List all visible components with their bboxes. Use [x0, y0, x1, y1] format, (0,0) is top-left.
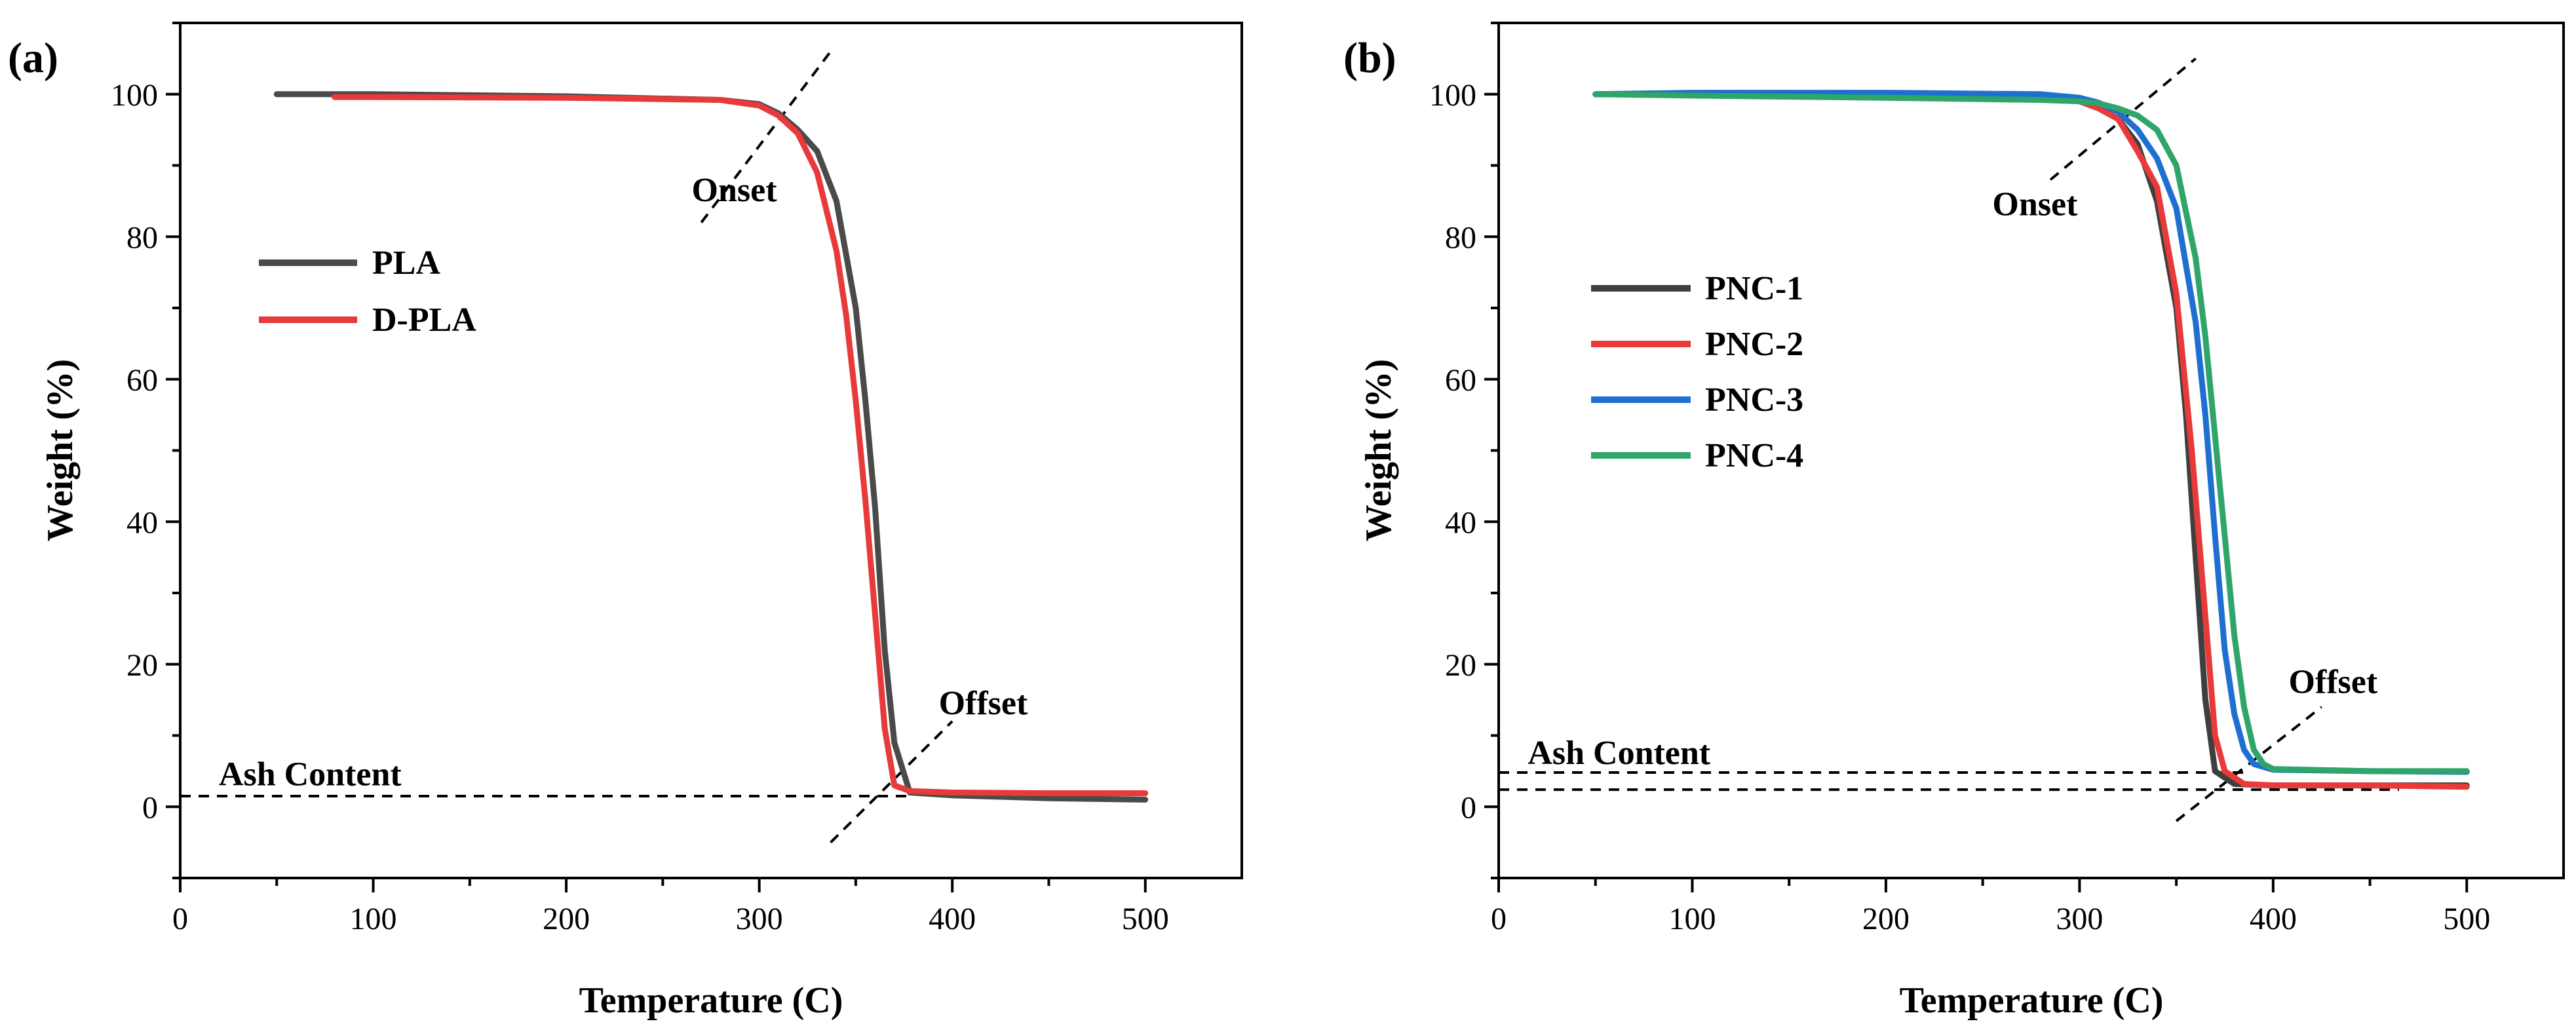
panel-b-guides [1499, 57, 2399, 822]
legend-label-PNC-4: PNC-4 [1705, 437, 1803, 474]
guide-line [830, 720, 953, 844]
x-tick-label: 400 [2250, 902, 2297, 936]
y-tick-label: 80 [126, 220, 158, 255]
y-tick-label: 80 [1445, 220, 1476, 255]
y-tick-label: 100 [1429, 78, 1476, 113]
legend-label-PNC-3: PNC-3 [1705, 381, 1803, 419]
panel-a-ticks: 0 100 200 300 400 500 0 20 40 60 80 100 [111, 22, 1169, 936]
annotation-offset: Offset [2288, 663, 2377, 700]
panel-a-ylabel: Weight (%) [40, 359, 81, 541]
y-tick-label: 60 [1445, 363, 1476, 398]
x-tick-label: 100 [350, 902, 397, 936]
x-tick-label: 200 [543, 902, 590, 936]
panel-a-lines [273, 91, 1149, 803]
x-tick-label: 500 [1122, 902, 1169, 936]
x-tick-label: 300 [2056, 902, 2103, 936]
panel-a-label: (a) [8, 34, 58, 82]
annotation-ash-content: Ash Content [219, 756, 402, 793]
series-line-D-PLA [332, 94, 1149, 797]
panel-b-ticks: 0 100 200 300 400 500 0 20 40 60 80 100 [1429, 22, 2490, 936]
panel-a-annotations: Onset Offset Ash Content [219, 172, 1028, 793]
y-tick-label: 20 [126, 648, 158, 683]
x-tick-label: 0 [172, 902, 188, 936]
y-tick-label: 20 [1445, 648, 1476, 683]
panel-a-xlabel: Temperature (C) [579, 980, 843, 1021]
y-tick-label: 40 [1445, 505, 1476, 540]
annotation-onset: Onset [692, 172, 778, 209]
panel-b-legend: PNC-1 PNC-2 PNC-3 PNC-4 [1591, 270, 1803, 474]
y-tick-label: 0 [1461, 790, 1476, 825]
x-tick-label: 0 [1491, 902, 1507, 936]
panel-a-plot-frame [179, 22, 1243, 879]
y-tick-label: 0 [142, 790, 158, 825]
series-line-PNC-3 [1592, 90, 2470, 775]
annotation-onset: Onset [1992, 186, 2078, 223]
y-tick-label: 100 [111, 78, 158, 113]
y-tick-label: 40 [126, 505, 158, 540]
annotation-ash-content: Ash Content [1528, 735, 1710, 772]
x-tick-label: 500 [2443, 902, 2490, 936]
x-tick-label: 300 [736, 902, 783, 936]
panel-b-xlabel: Temperature (C) [1900, 980, 2164, 1021]
panel-b-ylabel: Weight (%) [1358, 359, 1399, 541]
legend-label-PNC-1: PNC-1 [1705, 270, 1803, 307]
x-tick-label: 400 [929, 902, 976, 936]
guide-line [2175, 706, 2322, 822]
panel-b: (b) 0 100 200 300 400 500 0 20 40 60 80 100 Onset Of… [1343, 22, 2565, 1021]
panel-a-guides [180, 50, 953, 844]
panel-b-lines [1592, 90, 2470, 790]
legend-label-PLA: PLA [372, 244, 440, 282]
legend-label-D-PLA: D-PLA [372, 301, 476, 339]
y-tick-label: 60 [126, 363, 158, 398]
series-line-PNC-4 [1592, 91, 2470, 774]
panel-b-label: (b) [1343, 34, 1396, 82]
panel-a-legend: PLA D-PLA [259, 244, 476, 339]
x-tick-label: 100 [1668, 902, 1716, 936]
panel-a: (a) 0 100 200 300 400 500 0 20 40 60 80 100 Onset Of… [8, 22, 1243, 1021]
x-tick-label: 200 [1862, 902, 1910, 936]
legend-label-PNC-2: PNC-2 [1705, 326, 1803, 363]
annotation-offset: Offset [939, 685, 1028, 722]
panel-b-annotations: Onset Offset Ash Content [1528, 186, 2378, 772]
